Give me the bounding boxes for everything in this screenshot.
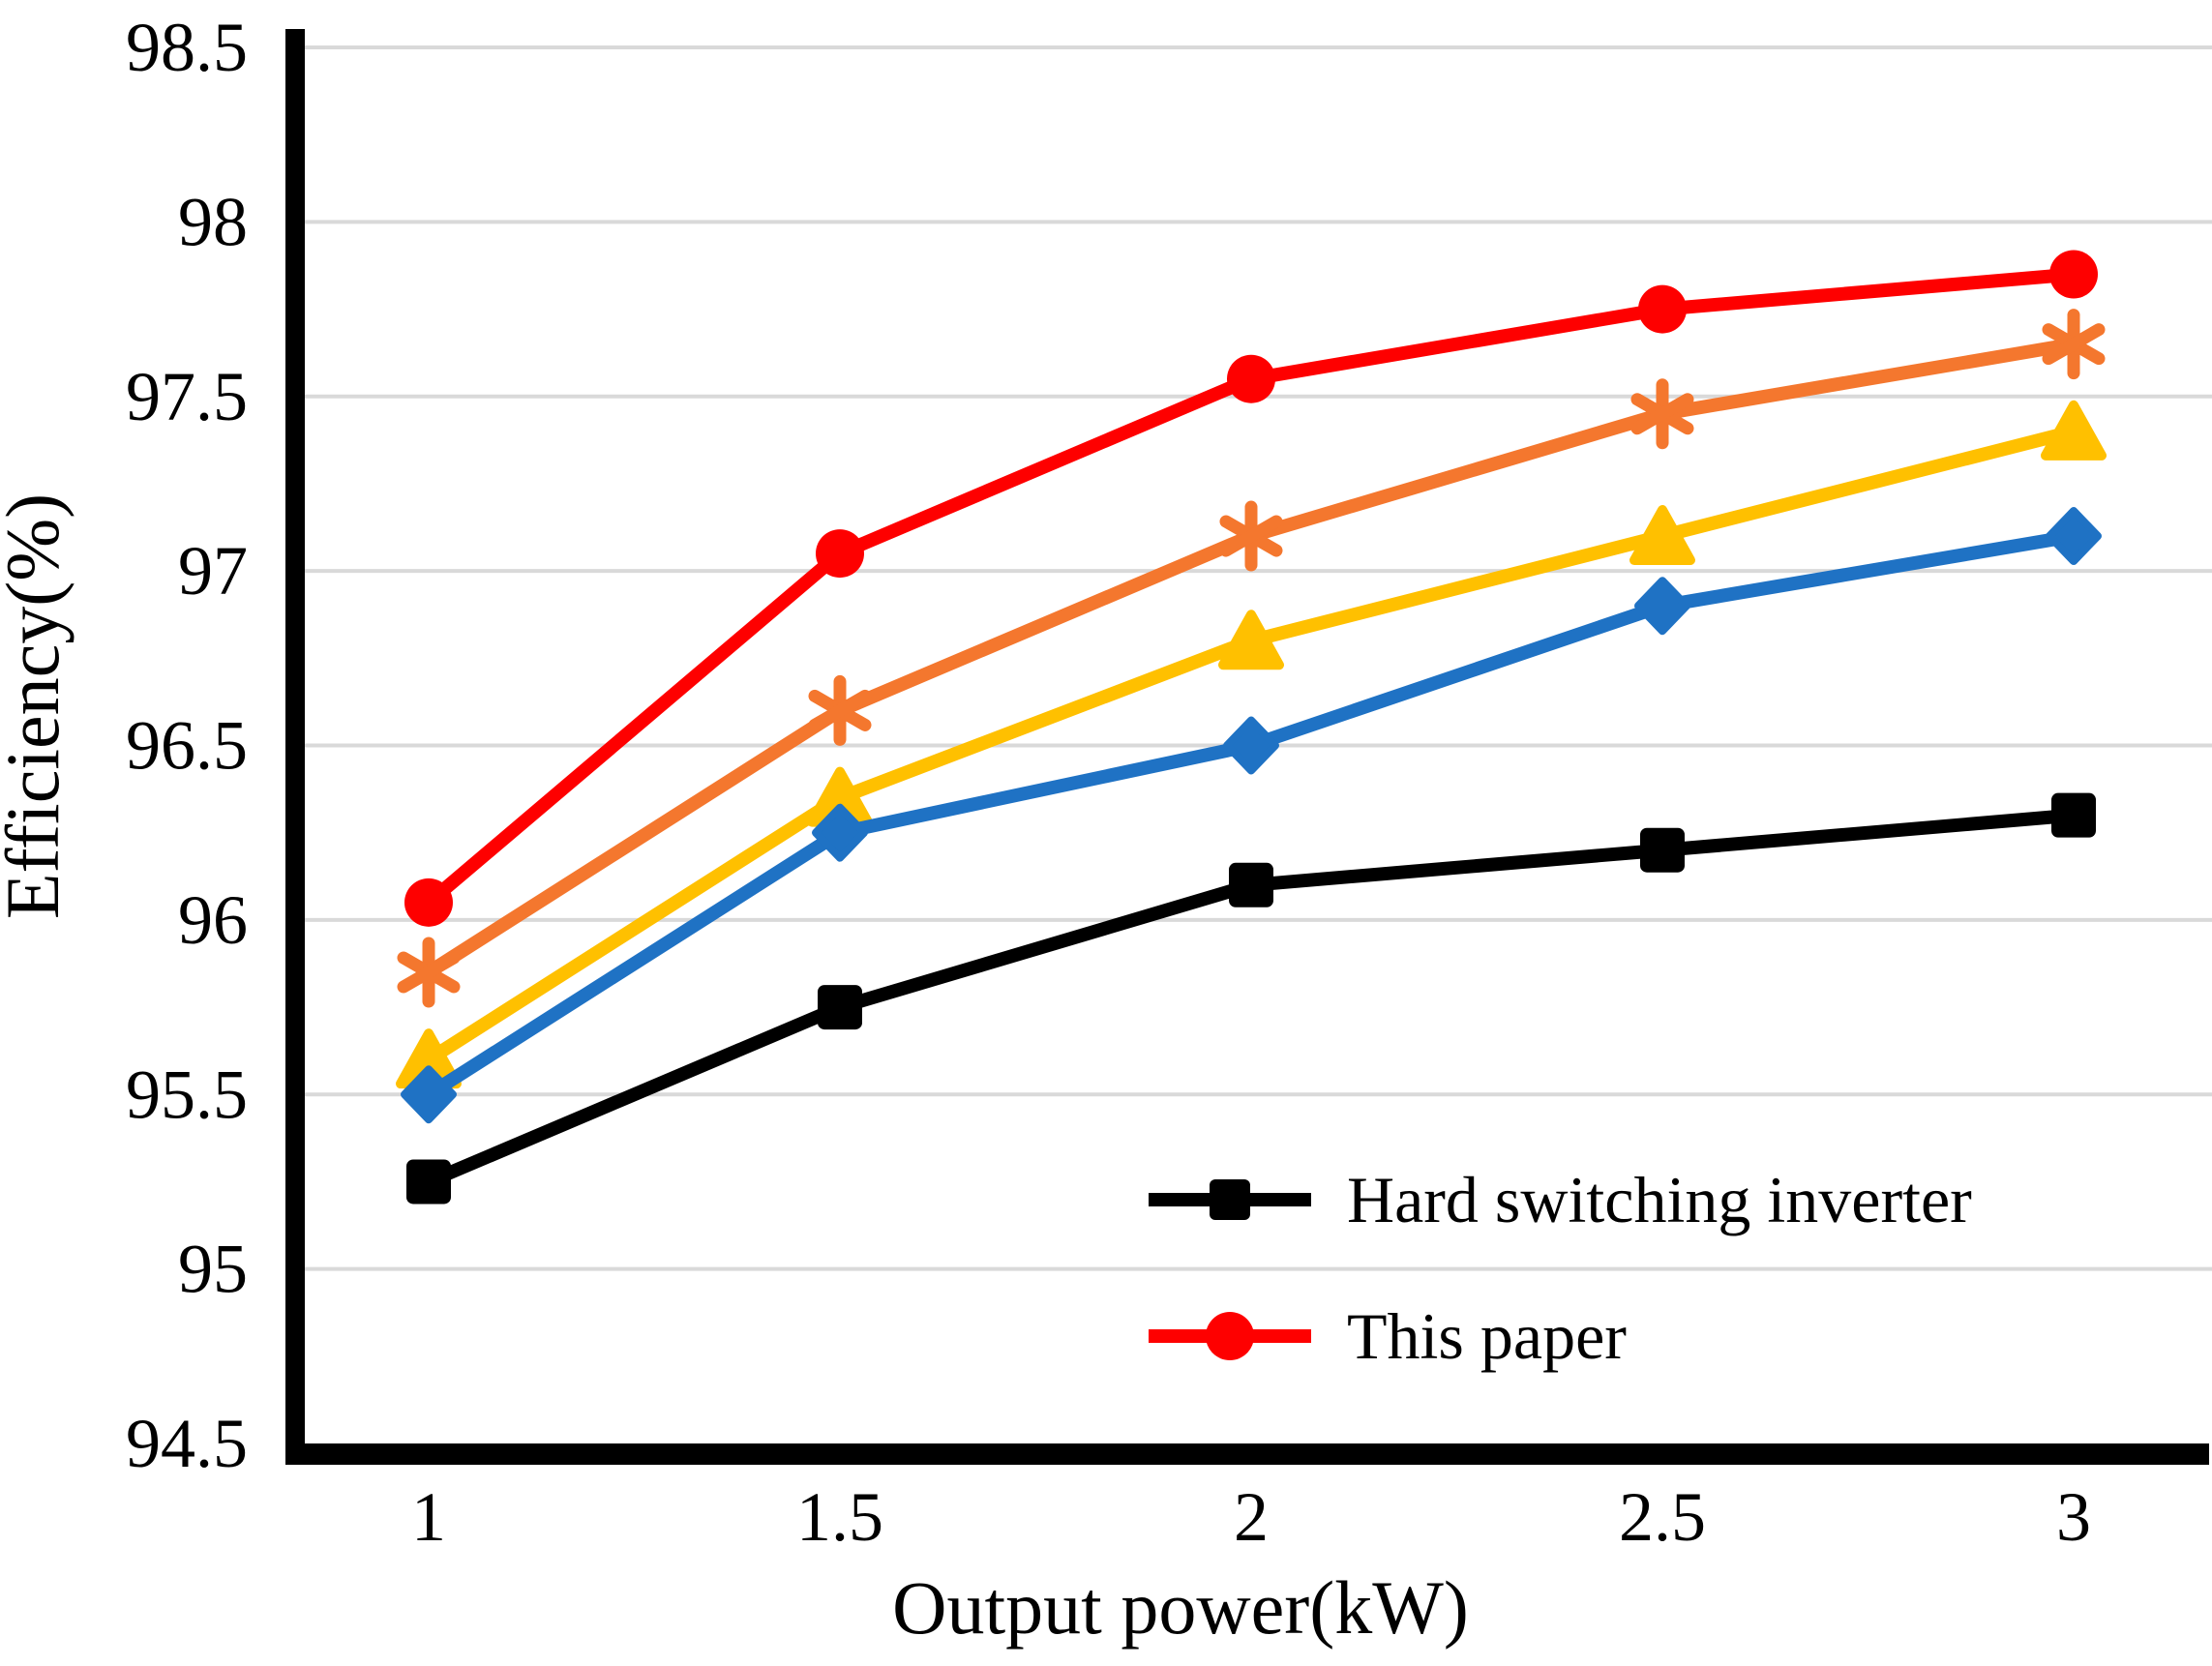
legend-square-marker-icon [1210,1179,1250,1220]
legend-label-this-paper: This paper [1347,1299,1627,1373]
diamond-marker [2046,507,2102,566]
series-lines-and-markers [396,250,2107,1205]
legend-item-hard-switching-inverter: Hard switching inverter [1149,1163,1972,1236]
y-tick-label: 97.5 [126,358,248,435]
diamond-marker [1223,716,1279,775]
y-tick-label: 96 [178,881,248,959]
y-tick-label: 96.5 [126,707,248,785]
asterisk-marker [808,689,872,731]
circle-marker [2049,250,2098,299]
asterisk-marker [1630,393,1694,435]
y-tick-label: 98.5 [126,9,248,86]
diamond-marker [812,803,868,862]
square-marker [406,1159,451,1205]
triangle-marker [1629,505,1695,566]
circle-marker [816,529,864,579]
x-axis-title: Output power(kW) [892,1565,1469,1650]
asterisk-marker [1219,515,1283,557]
circle-marker [1227,354,1275,403]
square-marker [818,985,862,1030]
triangle-marker [1218,610,1284,670]
square-marker [2051,792,2096,838]
diamond-marker [1634,577,1690,636]
y-axis-title: Efficiency(%) [0,493,75,919]
asterisk-marker [397,951,461,994]
series-square [406,792,2096,1205]
y-tick-label: 95.5 [126,1056,248,1133]
legend: Hard switching inverter This paper [1149,1163,1972,1373]
y-tick-label: 98 [178,183,248,260]
x-tick-label: 3 [2056,1478,2091,1556]
y-tick-label: 95 [178,1231,248,1308]
legend-label-hard-switching-inverter: Hard switching inverter [1347,1163,1972,1236]
y-tick-label: 97 [178,532,248,610]
square-marker [1640,827,1685,873]
x-tick-label: 1.5 [796,1478,883,1556]
tick-labels: 94.5 95 95.5 96 96.5 97 97.5 98 98.5 1 1.5 2 2.5 3 [126,9,2091,1556]
x-tick-label: 2.5 [1619,1478,1706,1556]
circle-marker [1638,284,1687,334]
series-circle [404,250,2098,927]
axes [285,29,2209,1465]
x-tick-label: 2 [1234,1478,1269,1556]
asterisk-marker [2042,323,2106,366]
triangle-marker [2041,400,2107,461]
square-marker [1229,862,1273,907]
diamond-marker [401,1065,457,1124]
legend-item-this-paper: This paper [1149,1299,1627,1373]
circle-marker [404,878,453,927]
series-asterisk [397,309,2106,1008]
legend-circle-marker-icon [1206,1312,1254,1360]
x-tick-label: 1 [411,1478,446,1556]
y-tick-label: 94.5 [126,1405,248,1482]
series-diamond [401,507,2102,1124]
